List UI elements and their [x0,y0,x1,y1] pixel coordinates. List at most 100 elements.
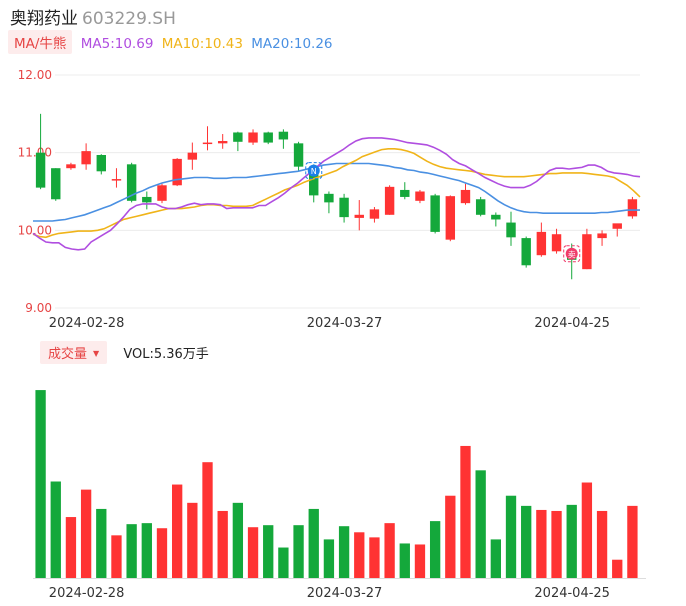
signal-marker-frame [563,245,581,263]
volume-bar [475,470,486,578]
volume-bar [338,526,350,578]
volume-value: VOL:5.36万手 [123,347,209,362]
ma-legend: MA/牛熊 MA5:10.69 MA10:10.43 MA20:10.26 [8,30,333,54]
ma5-value: MA5:10.69 [80,36,154,52]
volume-bar [247,527,259,578]
candle-body [81,151,91,165]
candle-body [369,209,380,219]
candle-body [172,158,182,186]
price-axis-label: 9.00 [25,301,52,315]
candle-body [263,132,273,143]
volume-indicator-dropdown[interactable]: 成交量 ▼ [40,341,108,364]
price-axis-label: 11.00 [18,146,52,160]
ma10-line [32,148,641,239]
volume-bar [35,390,46,578]
candle-body [51,168,61,200]
volume-bar [187,502,198,578]
candle-body [445,196,456,240]
date-axis-label: 2024-03-27 [307,316,383,331]
volume-tag-label: 成交量 [48,347,88,362]
volume-bar [521,505,532,578]
volume-bar [581,482,593,578]
candle-body [278,131,289,140]
volume-bar [354,532,365,578]
volume-bar [384,523,395,578]
ma5-line [32,137,641,251]
candle-body [612,223,622,229]
volume-bar [263,525,274,578]
candle-body [217,141,228,144]
volume-bar [172,484,183,578]
candle-body [339,197,349,218]
volume-bar [429,521,441,578]
volume-bar [505,495,517,578]
volume-bar [96,508,107,578]
volume-bar [293,525,304,578]
candle-body [627,199,638,217]
candle-body [506,222,516,238]
candle-body [126,164,137,201]
candle-body [187,152,198,160]
signal-marker-icon [565,247,578,260]
candle-body [66,164,76,169]
volume-bar [217,510,228,578]
signal-marker-frame [305,162,323,180]
volume-bar [80,489,92,578]
volume-date-axis-label: 2024-03-27 [307,586,383,601]
volume-bar [278,547,289,578]
volume-bar [490,539,501,578]
volume-bar [612,559,623,578]
candle-body [354,214,364,218]
volume-bar [141,523,152,578]
volume-date-axis-label: 2024-02-28 [49,586,125,601]
signal-marker-label: 卖 [568,250,576,259]
ma-indicator-tag[interactable]: MA/牛熊 [8,30,73,54]
volume-bar [126,524,137,578]
candle-body [400,189,410,197]
candle-body [248,132,258,143]
candle-body [551,234,562,252]
volume-bar [566,504,577,578]
candle-body [157,185,167,201]
price-axis-label: 10.00 [18,223,52,237]
volume-legend: 成交量 ▼ VOL:5.36万手 [40,341,209,364]
candle-body [142,196,152,203]
signal-marker-icon [307,164,320,177]
candle-body [582,234,592,270]
caret-down-icon: ▼ [93,349,100,358]
volume-bar [627,505,638,578]
price-axis-label: 12.00 [18,68,52,82]
volume-bar [445,495,456,578]
signal-marker-label: N [311,167,317,176]
candle-body [309,166,319,196]
ma20-line [33,162,640,222]
volume-bar [323,539,335,578]
candle-body [111,179,122,181]
volume-bar [596,510,608,578]
volume-bar [414,544,426,578]
candle-body [384,186,395,215]
volume-bar [50,481,61,578]
volume-bar [460,445,471,578]
volume-bar [399,543,410,578]
candle-body [96,154,106,172]
candle-body [460,189,471,204]
stock-title: 奥翔药业 603229.SH [10,4,176,29]
volume-date-axis-label: 2024-04-25 [534,586,610,601]
ma10-value: MA10:10.43 [161,36,243,52]
volume-bar [232,502,244,578]
stock-code: 603229.SH [82,9,176,29]
volume-bar [156,528,168,578]
candle-body [536,231,547,256]
date-axis-label: 2024-02-28 [49,316,125,331]
candle-body [597,233,607,239]
candle-body [430,195,440,232]
volume-bar [369,537,380,578]
volume-bar [65,517,77,578]
candle-body [475,199,486,215]
candle-body [521,238,531,266]
volume-bar [551,510,562,578]
date-axis-label: 2024-04-25 [534,316,610,331]
volume-bar [308,508,319,578]
